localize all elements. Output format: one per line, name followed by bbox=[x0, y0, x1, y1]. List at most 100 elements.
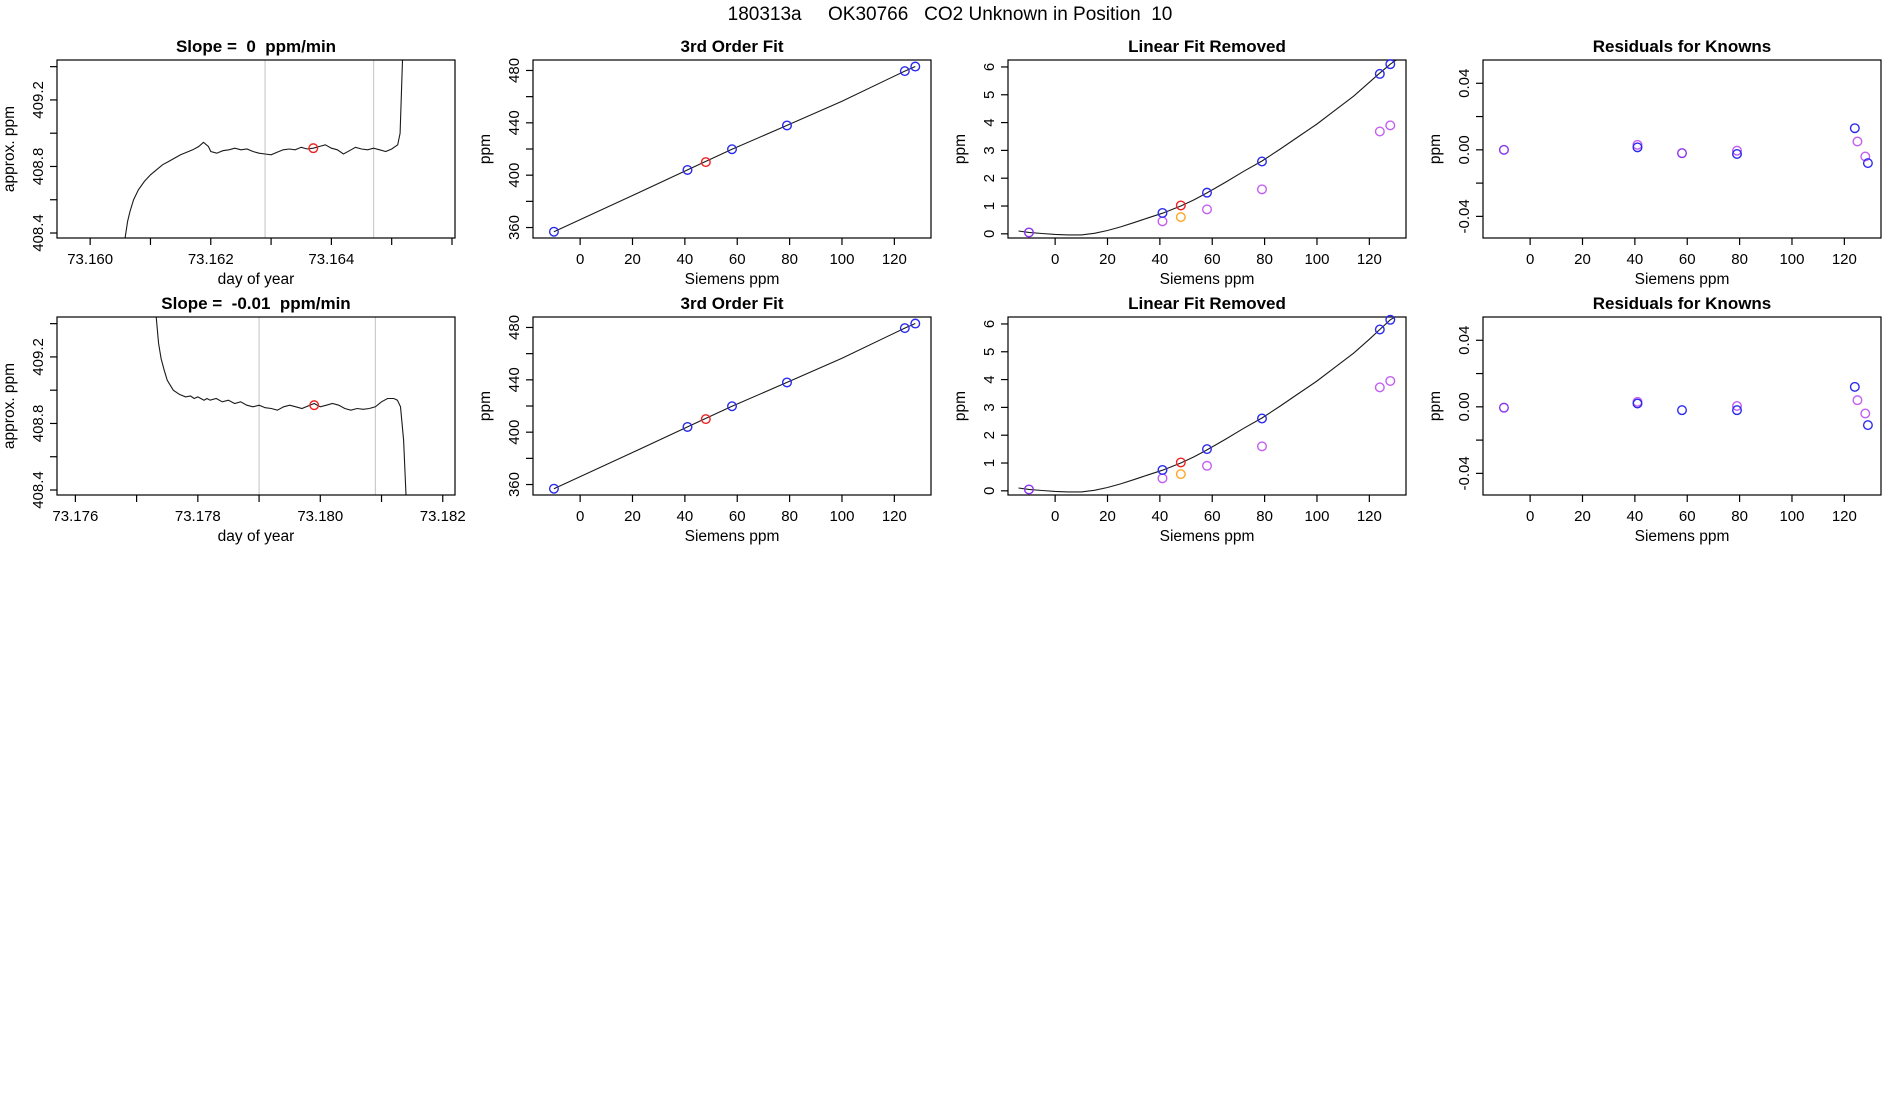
y-tick-label: 0.00 bbox=[1456, 392, 1473, 421]
y-tick-label: 0.00 bbox=[1456, 135, 1473, 164]
data-point-blue bbox=[548, 226, 559, 237]
y-tick-label: 5 bbox=[981, 348, 998, 356]
third-order-fit-line bbox=[553, 65, 916, 233]
data-point-red bbox=[1175, 457, 1186, 468]
x-tick-label: 100 bbox=[1779, 251, 1804, 268]
x-tick-label: 120 bbox=[882, 508, 907, 525]
y-tick-label: 440 bbox=[506, 367, 523, 392]
data-point-violet bbox=[1157, 473, 1168, 484]
data-point-purple bbox=[1498, 402, 1509, 413]
y-tick-label: 408.4 bbox=[30, 214, 47, 252]
x-axis-label: Siemens ppm bbox=[685, 271, 780, 288]
x-axis-label: day of year bbox=[218, 528, 295, 545]
page-title: 180313a OK30766 CO2 Unknown in Position … bbox=[727, 4, 1173, 25]
data-point-blue bbox=[548, 483, 559, 494]
chart-title: 3rd Order Fit bbox=[681, 294, 784, 313]
x-tick-label: 80 bbox=[781, 251, 798, 268]
series-group bbox=[553, 65, 916, 233]
y-tick-label: 4 bbox=[981, 118, 998, 126]
data-point-purple bbox=[1676, 148, 1687, 159]
curvature-fit-line bbox=[1018, 317, 1397, 493]
data-point-blue bbox=[1632, 142, 1643, 153]
x-axis-label: Siemens ppm bbox=[1160, 271, 1255, 288]
chart-slope-top: 73.160 73.162 73.164 408.4 408.8 409.2 Slope =… bbox=[0, 32, 475, 294]
y-tick-label: 408.8 bbox=[30, 148, 47, 186]
data-point-blue bbox=[781, 377, 792, 388]
plot-box bbox=[56, 316, 456, 496]
x-tick-label: 80 bbox=[1731, 508, 1748, 525]
plot-box bbox=[1482, 316, 1882, 496]
data-point-purple bbox=[1023, 484, 1034, 495]
x-tick-label: 100 bbox=[1304, 251, 1329, 268]
chart-title: Slope = 0 ppm/min bbox=[176, 37, 336, 56]
x-tick-label: 60 bbox=[1204, 251, 1221, 268]
x-tick-label: 0 bbox=[576, 251, 584, 268]
y-tick-label: 409.2 bbox=[30, 81, 47, 119]
data-point-blue bbox=[910, 61, 921, 72]
x-tick-label: 73.178 bbox=[175, 508, 221, 525]
data-point-blue bbox=[899, 66, 910, 77]
chart-title: Slope = -0.01 ppm/min bbox=[161, 294, 350, 313]
y-axis-label: approx. ppm bbox=[1, 106, 18, 192]
x-tick-label: 0 bbox=[1526, 508, 1534, 525]
data-point-blue bbox=[910, 318, 921, 329]
data-point-violet bbox=[1256, 184, 1267, 195]
y-tick-label: 0 bbox=[981, 487, 998, 495]
data-point-blue bbox=[1201, 187, 1212, 198]
chart-residuals-top: 0 20 40 60 80 100 120 -0.04 0.00 0.04 Residuals fo… bbox=[1426, 32, 1900, 294]
y-tick-label: 408.8 bbox=[30, 405, 47, 443]
y-axis-label: ppm bbox=[1427, 134, 1444, 164]
y-axis-label: approx. ppm bbox=[1, 363, 18, 449]
x-tick-label: 100 bbox=[1779, 508, 1804, 525]
y-tick-label: 0.04 bbox=[1456, 69, 1473, 98]
y-tick-label: 360 bbox=[506, 472, 523, 497]
series-group bbox=[124, 60, 404, 238]
chart-title: Residuals for Knowns bbox=[1593, 37, 1772, 56]
data-point-red bbox=[309, 400, 320, 411]
plot-box bbox=[56, 59, 456, 239]
x-tick-label: 0 bbox=[1526, 251, 1534, 268]
y-tick-label: 400 bbox=[506, 420, 523, 445]
data-point-blue bbox=[1849, 381, 1860, 392]
data-point-blue bbox=[1374, 324, 1385, 335]
plot-svg: 73.160 73.162 73.164 408.4 408.8 409.2 Slope =… bbox=[1, 37, 456, 288]
x-axis-label: Siemens ppm bbox=[1635, 271, 1730, 288]
y-tick-label: -0.04 bbox=[1456, 199, 1473, 233]
data-point-violet bbox=[1860, 151, 1871, 162]
data-point-purple bbox=[1023, 227, 1034, 238]
y-tick-label: 3 bbox=[981, 146, 998, 154]
y-tick-label: 5 bbox=[981, 91, 998, 99]
x-tick-label: 120 bbox=[1357, 508, 1382, 525]
x-tick-label: 73.180 bbox=[297, 508, 343, 525]
plot-box bbox=[1007, 316, 1407, 496]
x-tick-label: 40 bbox=[677, 251, 694, 268]
y-tick-label: 440 bbox=[506, 110, 523, 135]
co2-signal-trace bbox=[155, 317, 407, 495]
curvature-fit-line bbox=[1018, 60, 1398, 236]
y-tick-label: 2 bbox=[981, 431, 998, 439]
plot-svg: 0 20 40 60 80 100 120 0 1 2 3 4 5 6 Linear Fit Removed… bbox=[952, 294, 1407, 545]
series-group bbox=[155, 317, 407, 495]
data-point-blue bbox=[1862, 158, 1873, 169]
y-tick-label: 1 bbox=[981, 202, 998, 210]
data-point-blue bbox=[1157, 464, 1168, 475]
data-point-violet bbox=[1201, 204, 1212, 215]
x-axis-label: Siemens ppm bbox=[1160, 528, 1255, 545]
x-tick-label: 40 bbox=[1627, 251, 1644, 268]
x-tick-label: 120 bbox=[1832, 508, 1857, 525]
x-tick-label: 40 bbox=[677, 508, 694, 525]
chart-title: Linear Fit Removed bbox=[1128, 294, 1286, 313]
data-point-purple bbox=[1498, 144, 1509, 155]
plot-box bbox=[1482, 59, 1882, 239]
plot-svg: 0 20 40 60 80 100 120 -0.04 0.00 0.04 Residuals fo… bbox=[1427, 37, 1882, 288]
chart-3rd-order-fit-bottom: 0 20 40 60 80 100 120 360 400 440 480 3rd Order Fit… bbox=[476, 289, 951, 551]
x-tick-label: 40 bbox=[1627, 508, 1644, 525]
data-point-violet bbox=[1374, 382, 1385, 393]
data-point-violet bbox=[1852, 136, 1863, 147]
x-tick-label: 0 bbox=[576, 508, 584, 525]
plot-box bbox=[1007, 59, 1407, 239]
chart-3rd-order-fit-top: 0 20 40 60 80 100 120 360 400 440 480 3rd Order Fit… bbox=[476, 32, 951, 294]
data-point-red bbox=[700, 157, 711, 168]
data-point-blue bbox=[1385, 59, 1396, 70]
plot-svg: 0 20 40 60 80 100 120 360 400 440 480 3rd Order Fit… bbox=[477, 37, 932, 288]
